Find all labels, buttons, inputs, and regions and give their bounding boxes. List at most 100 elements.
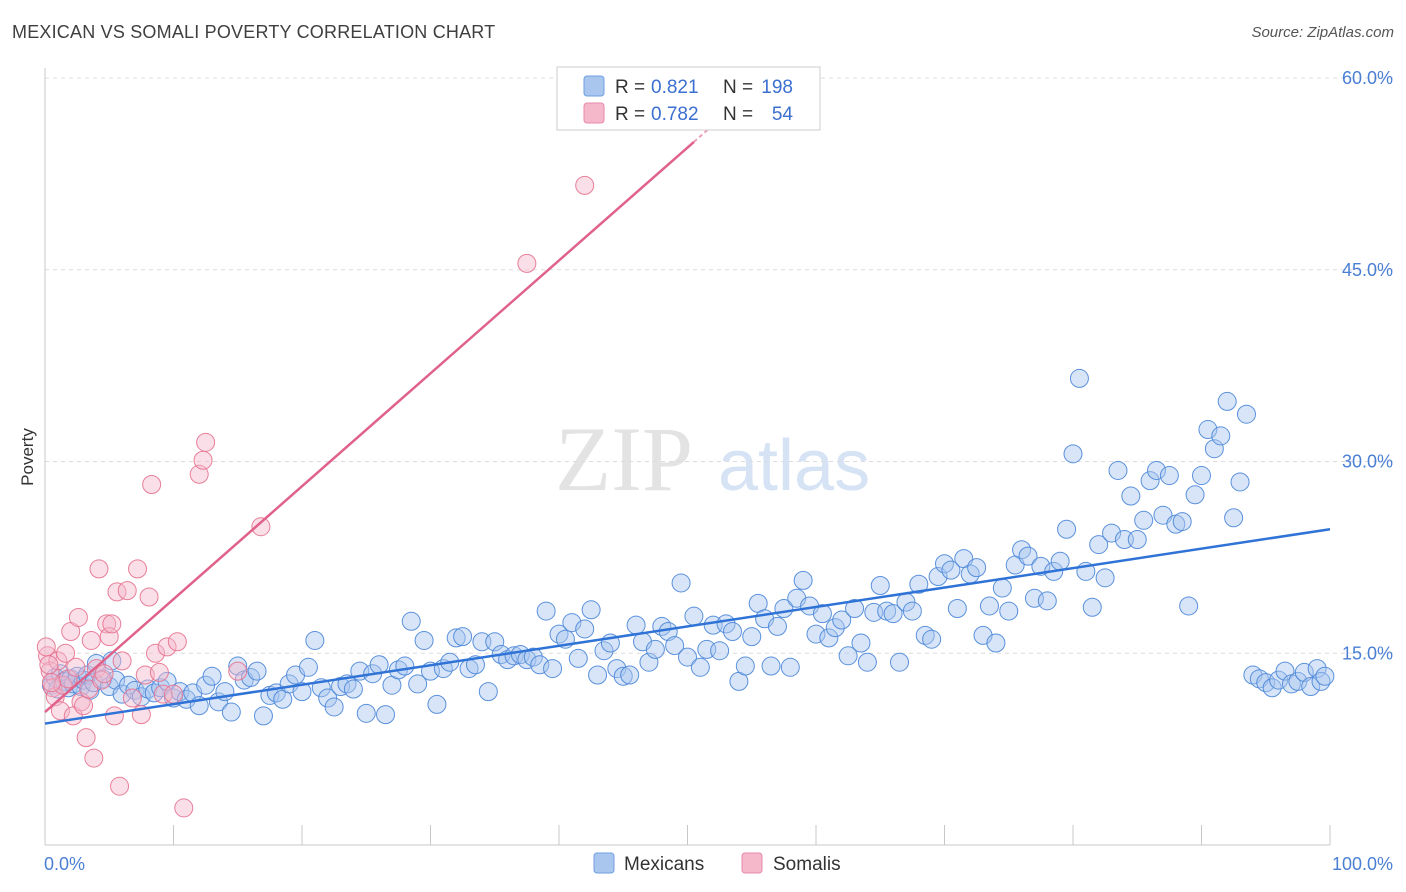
mexicans-point — [1037, 591, 1057, 611]
mexicans-point — [678, 647, 697, 667]
somalis-point — [174, 798, 194, 818]
somalis-point — [97, 614, 117, 634]
y-tick-label-2: 45.0% — [1342, 260, 1393, 280]
mexicans-point — [780, 657, 800, 677]
mexicans-point — [819, 628, 839, 648]
somalis-point — [107, 582, 127, 602]
mexicans-point — [851, 633, 871, 653]
mexicans-point — [1089, 535, 1109, 555]
mexicans-point — [1311, 671, 1331, 691]
somalis-points — [36, 175, 595, 818]
mexicans-point — [1262, 678, 1282, 698]
mexicans-point — [324, 697, 344, 717]
mexicans-point — [1179, 596, 1199, 616]
legend-r-value-1: 0.782 — [651, 104, 699, 125]
somalis-point — [41, 673, 61, 693]
mexicans-point — [1204, 439, 1224, 459]
mexicans-point — [1172, 512, 1192, 532]
mexicans-point — [356, 703, 376, 723]
mexicans-point — [1031, 556, 1051, 576]
mexicans-point — [453, 627, 473, 647]
y-tick-label-1: 30.0% — [1342, 452, 1393, 472]
mexicans-point — [119, 675, 139, 695]
somalis-point — [74, 696, 94, 716]
somalis-point — [189, 464, 209, 484]
mexicans-point — [253, 706, 273, 726]
legend-r-label-1: R = — [615, 104, 645, 125]
mexicans-point — [806, 624, 826, 644]
somalis-point — [102, 614, 122, 634]
mexicans-point — [639, 652, 659, 672]
mexicans-point — [1217, 391, 1237, 411]
mexicans-point — [1082, 597, 1102, 617]
mexicans-point — [986, 633, 1006, 653]
mexicans-point — [665, 636, 685, 656]
mexicans-point — [767, 616, 787, 636]
somalis-point — [157, 637, 177, 657]
somalis-point — [128, 559, 148, 579]
mexicans-point — [228, 656, 248, 676]
y-axis-label: Poverty — [18, 428, 37, 486]
mexicans-point — [941, 560, 961, 580]
somalis-point — [142, 475, 162, 495]
mexicans-point — [1159, 466, 1179, 486]
y-tick-label-0: 15.0% — [1342, 643, 1393, 663]
mexicans-point — [1057, 519, 1077, 539]
somalis-point — [228, 661, 248, 681]
somalis-point — [89, 559, 109, 579]
y-tick-label-3: 60.0% — [1342, 68, 1393, 88]
mexicans-point — [793, 570, 813, 590]
mexicans-point — [1224, 508, 1244, 528]
mexicans-point — [1315, 666, 1335, 686]
mexicans-point — [1134, 510, 1154, 530]
mexicans-point — [1211, 426, 1231, 446]
mexicans-point — [247, 661, 267, 681]
bottom-legend-swatch-mexicans — [593, 852, 615, 874]
somalis-point — [517, 253, 537, 273]
somalis-point — [36, 637, 56, 657]
mexicans-point — [395, 656, 415, 676]
mexicans-point — [536, 601, 556, 621]
somalis-point — [110, 776, 130, 796]
x-tick-label-0: 0.0% — [44, 854, 85, 874]
mexicans-point — [1069, 368, 1089, 388]
mexicans-point — [305, 630, 325, 650]
mexicans-point — [832, 610, 852, 630]
mexicans-point — [845, 599, 865, 619]
mexicans-point — [1108, 460, 1128, 480]
chart-source: Source: ZipAtlas.com — [1251, 24, 1394, 41]
mexicans-point — [1192, 466, 1211, 486]
somalis-point — [146, 643, 166, 663]
somalis-point — [94, 664, 114, 684]
somalis-point — [66, 657, 86, 677]
top-legend: R = 0.821 N = 198 R = 0.782 N = 54 — [556, 66, 821, 131]
mexicans-point — [671, 573, 691, 593]
somalis-point — [117, 581, 137, 601]
somalis-point — [112, 651, 132, 671]
mexicans-point — [1018, 546, 1038, 566]
mexicans-point — [414, 630, 434, 650]
mexicans-point — [735, 656, 755, 676]
mexicans-point — [106, 670, 126, 690]
somalis-point — [251, 517, 271, 537]
mexicans-point — [1230, 472, 1250, 492]
mexicans-point — [890, 652, 910, 672]
somalis-point — [196, 432, 216, 452]
somalis-point — [53, 675, 73, 695]
mexicans-point — [221, 702, 241, 722]
mexicans-point — [1147, 460, 1167, 480]
somalis-point — [56, 643, 76, 663]
mexicans-point — [202, 666, 222, 686]
somalis-point — [76, 728, 96, 748]
mexicans-point — [626, 615, 646, 635]
mexicans-point — [825, 618, 845, 638]
somalis-point — [135, 665, 155, 685]
mexicans-point — [446, 628, 466, 648]
mexicans-point — [568, 648, 588, 668]
watermark-atlas: atlas — [718, 426, 870, 506]
mexicans-point — [857, 652, 877, 672]
mexicans-point — [1185, 485, 1205, 505]
mexicans-point — [401, 611, 421, 631]
mexicans-point — [722, 622, 742, 642]
